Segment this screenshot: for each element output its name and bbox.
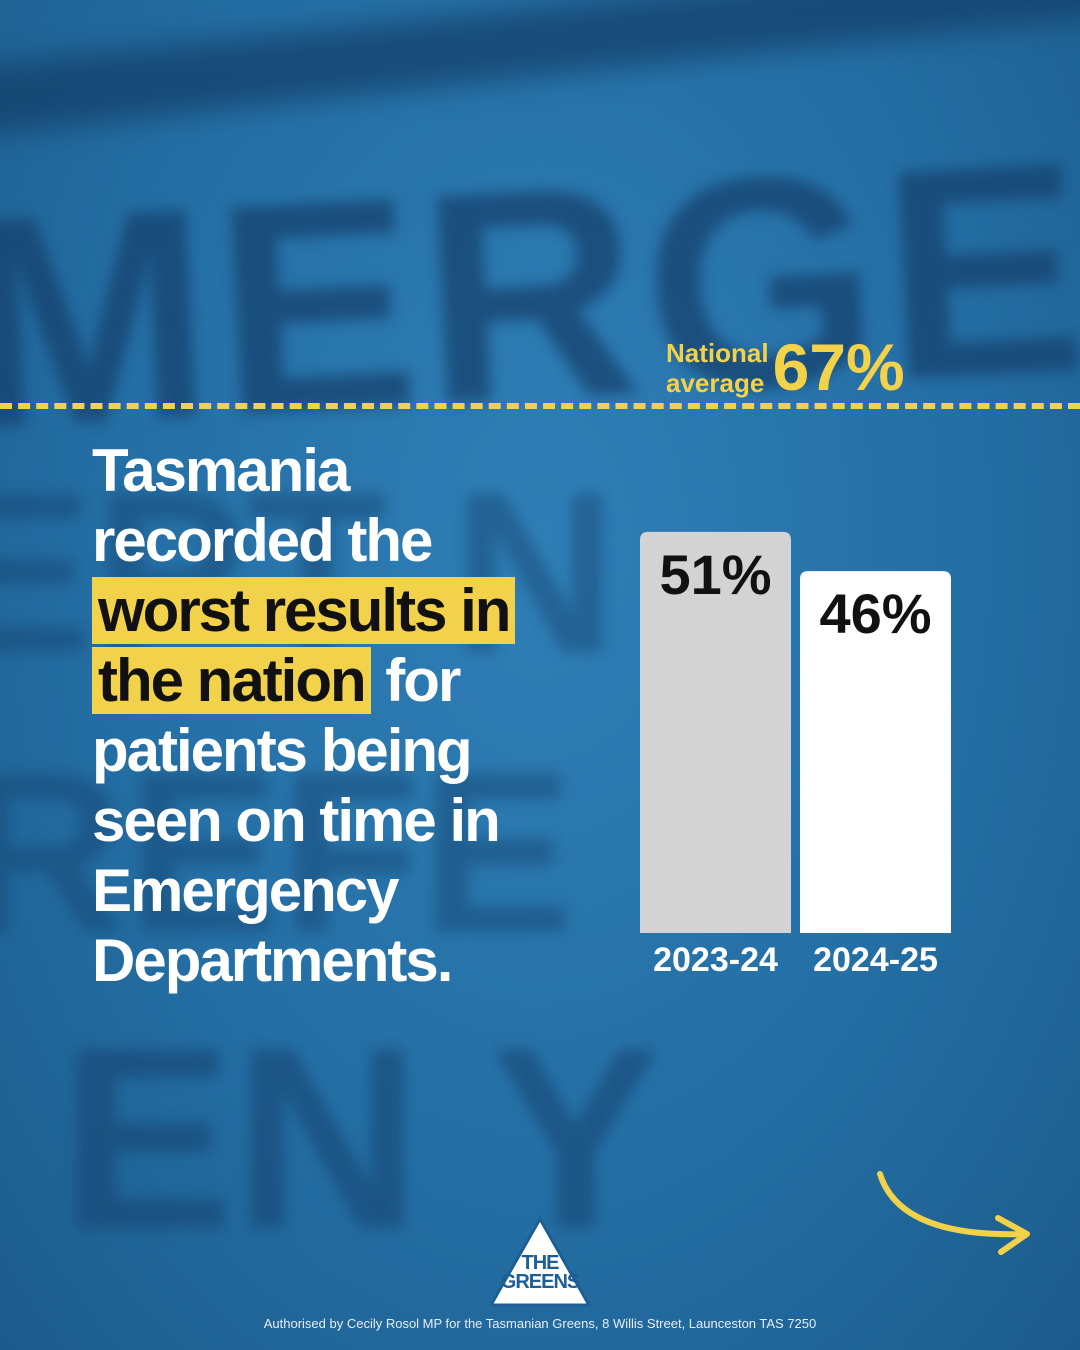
x-tick-label: 2024-25 — [813, 941, 938, 979]
logo-line-1: THE — [521, 1252, 560, 1274]
bar-value-label: 51% — [659, 543, 771, 606]
bar-2023-24 — [640, 531, 791, 933]
curved-arrow-right-icon[interactable] — [870, 1168, 1040, 1268]
logo-triangle — [488, 1215, 592, 1307]
national-average-word-1: National — [666, 338, 769, 368]
headline-text-1: Tasmania recorded the — [92, 437, 433, 574]
bar-2024-25 — [800, 571, 951, 933]
background-stripe — [0, 0, 1080, 143]
national-average-word-2: average — [666, 368, 765, 398]
national-average-label: National average 67% — [666, 330, 905, 404]
headline-text-2: for patients being seen on time in Emerg… — [92, 647, 501, 994]
x-tick-label: 2023-24 — [653, 941, 778, 979]
headline-highlight: worst results in the nation — [92, 577, 516, 714]
logo-line-2: GREENS — [500, 1271, 580, 1293]
national-average-line — [0, 403, 1080, 409]
greens-logo: THE GREENS — [488, 1215, 592, 1308]
national-average-value: 67% — [772, 330, 905, 404]
national-average-words: National average — [666, 338, 769, 398]
headline: Tasmania recorded the worst results in t… — [92, 436, 562, 996]
bar-value-label: 46% — [819, 582, 931, 645]
background-blurred-sign: MERGENC — [0, 74, 1080, 492]
authorisation-footer: Authorised by Cecily Rosol MP for the Ta… — [263, 1316, 817, 1331]
